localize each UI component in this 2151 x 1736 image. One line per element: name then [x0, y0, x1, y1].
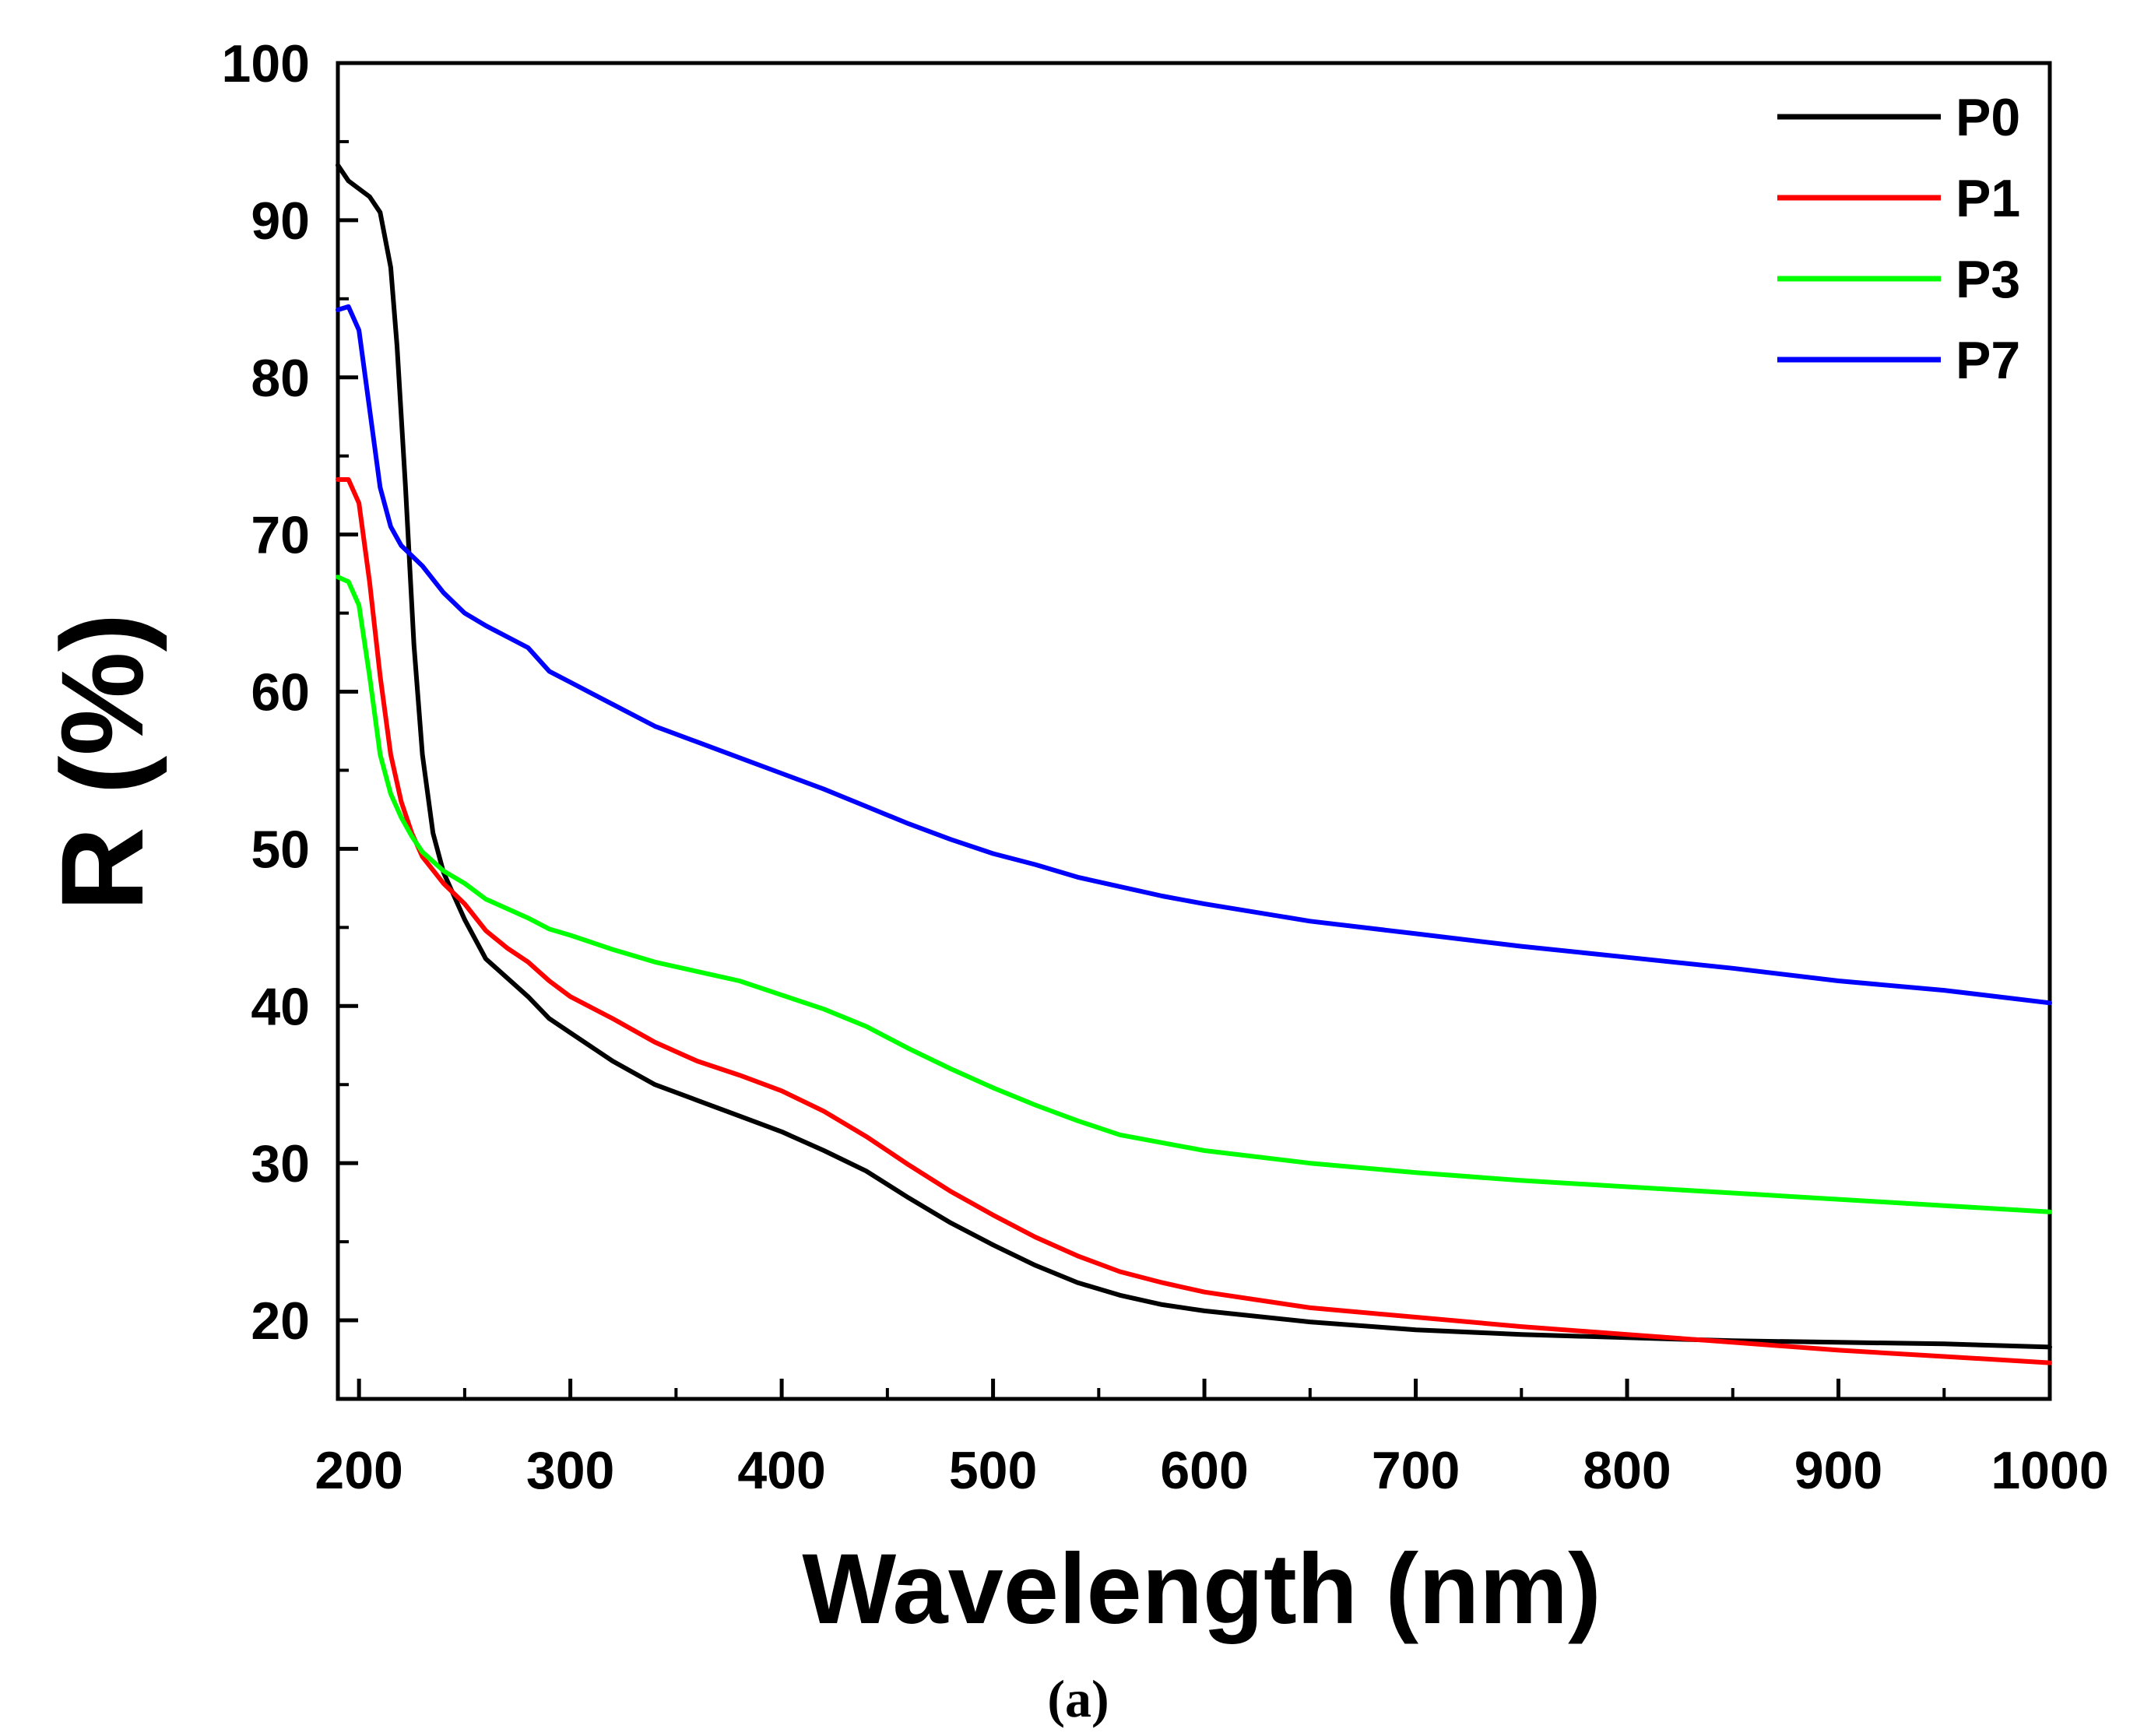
x-tick-label: 600	[1160, 1441, 1248, 1500]
y-tick-label: 70	[251, 506, 310, 565]
legend-label-p0: P0	[1956, 88, 2020, 147]
y-tick-label: 100	[222, 34, 310, 93]
series-line-p1	[336, 477, 2052, 1365]
y-axis: 20 30 40 50 60 70 80 90 100	[222, 34, 358, 1400]
y-tick-label: 40	[251, 977, 310, 1036]
legend-label-p1: P1	[1956, 169, 2020, 228]
x-tick-label: 800	[1583, 1441, 1671, 1500]
y-tick-label: 60	[251, 663, 310, 722]
y-axis-title: R (%)	[37, 613, 167, 911]
x-tick-label: 300	[526, 1441, 614, 1500]
y-tick-label: 90	[251, 192, 310, 251]
x-tick-label: 500	[949, 1441, 1037, 1500]
series-line-p7	[336, 304, 2052, 1006]
x-tick-label: 700	[1372, 1441, 1460, 1500]
legend-label-p3: P3	[1956, 250, 2020, 309]
x-tick-label: 1000	[1991, 1441, 2108, 1500]
plot-area	[336, 61, 2052, 1401]
y-tick-label: 20	[251, 1291, 310, 1351]
x-tick-label: 200	[315, 1441, 402, 1500]
y-tick-label: 30	[251, 1134, 310, 1193]
series-line-p3	[336, 575, 2052, 1214]
legend-label-p7: P7	[1956, 331, 2020, 390]
legend: P0 P1 P3 P7	[1777, 88, 2020, 390]
y-tick-label: 80	[251, 349, 310, 408]
figure-caption: (a)	[1047, 1669, 1109, 1728]
x-tick-label: 400	[737, 1441, 825, 1500]
y-tick-label: 50	[251, 820, 310, 879]
plot-frame	[336, 61, 2052, 1401]
series-layer	[336, 163, 2052, 1365]
x-axis-title: Wavelength (nm)	[802, 1534, 1601, 1645]
series-line-p0	[336, 163, 2052, 1350]
x-tick-label: 900	[1794, 1441, 1882, 1500]
x-axis: 200 300 400 500 600 700 800 900 1000	[315, 1379, 2109, 1500]
